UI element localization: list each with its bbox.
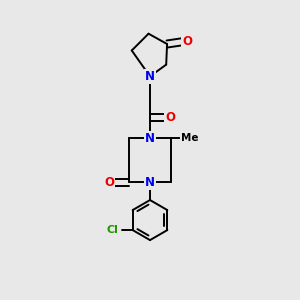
Text: N: N [145,132,155,145]
Text: O: O [182,34,192,48]
Text: Me: Me [181,133,198,143]
Text: N: N [145,70,155,83]
Text: O: O [105,176,115,189]
Text: N: N [145,176,155,189]
Text: O: O [165,111,175,124]
Text: Cl: Cl [107,225,119,235]
